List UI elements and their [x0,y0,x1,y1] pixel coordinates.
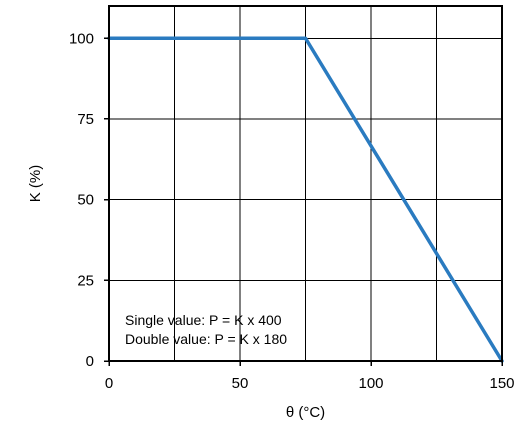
ticks: 0 50 100 150 0 25 50 75 100 [69,30,515,392]
y-tick-label: 25 [77,272,94,289]
x-axis-label: θ (°C) [286,404,325,421]
grid [108,6,503,362]
plot-frame [108,5,503,362]
y-tick-label: 0 [86,353,94,370]
x-tick-label: 150 [489,375,514,392]
x-tick-label: 100 [358,375,383,392]
x-tick-label: 0 [105,375,113,392]
annotation-double-value: Double value: P = K x 180 [125,331,287,347]
annotation-single-value: Single value: P = K x 400 [125,312,282,328]
y-tick-label: 75 [77,111,94,128]
y-tick-label: 100 [69,30,94,47]
x-tick-label: 50 [232,375,249,392]
series-group [107,36,504,363]
series-line [107,36,504,363]
y-tick-label: 50 [77,192,94,209]
y-axis-label: K (%) [27,165,44,203]
